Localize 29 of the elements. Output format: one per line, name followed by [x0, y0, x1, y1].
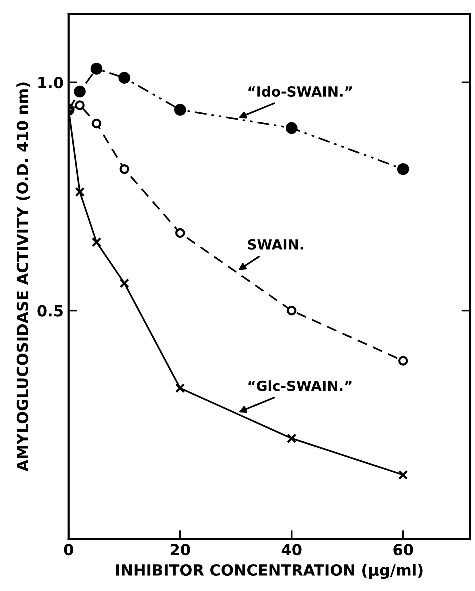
point	[398, 470, 408, 480]
point	[286, 434, 297, 444]
x-tick-label: 60	[394, 544, 414, 556]
point	[120, 278, 130, 288]
y-axis-title: AMYLOGLUCOSIDASE ACTIVITY (O.D. 410 nm)	[16, 82, 30, 472]
point	[120, 164, 130, 174]
point	[397, 163, 410, 176]
x-tick-label: 20	[170, 544, 190, 556]
x-tick-label: 0	[64, 544, 74, 556]
point	[286, 306, 297, 316]
point	[176, 384, 186, 394]
x-axis-title: INHIBITOR CONCENTRATION (μg/ml)	[116, 564, 423, 580]
point	[118, 72, 131, 84]
point	[90, 63, 103, 75]
x-tick-label: 40	[282, 544, 302, 556]
y-tick-label: 0.5	[38, 305, 63, 317]
point	[75, 187, 85, 198]
point	[75, 100, 85, 110]
series-label: SWAIN.	[248, 239, 304, 250]
point	[174, 104, 186, 116]
series-label: “Glc-SWAIN.”	[248, 380, 352, 392]
series-label: “Ido-SWAIN.”	[248, 86, 352, 98]
y-tick-label: 1.0	[38, 77, 64, 89]
point	[92, 237, 102, 248]
point	[398, 356, 408, 366]
point	[74, 86, 86, 98]
point	[92, 118, 102, 129]
point	[176, 228, 186, 238]
point	[286, 122, 298, 134]
